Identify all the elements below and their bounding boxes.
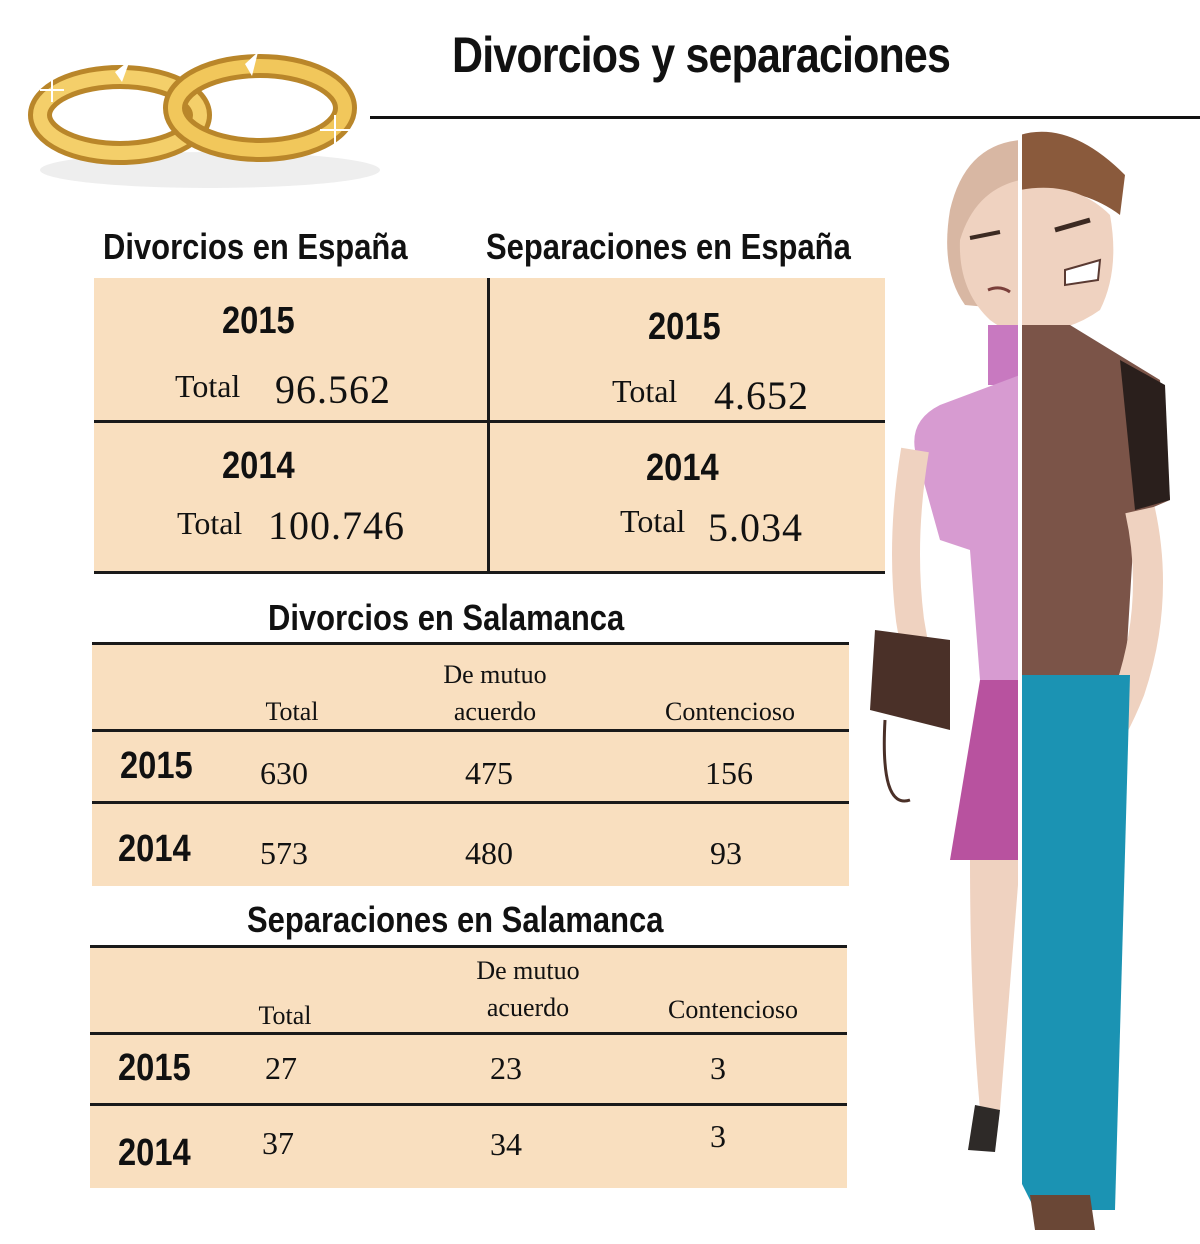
salamanca-divorces-2014-contencioso: 93	[710, 835, 742, 871]
spain-divorces-year-2015: 2015	[222, 300, 295, 342]
salamanca-divorces-header-rule	[92, 729, 849, 732]
couple-illustration	[870, 120, 1170, 1244]
salamanca-divorces-top-rule	[92, 642, 849, 645]
spain-divorces-total-2015: 96.562	[275, 367, 391, 412]
salamanca-separations-2015-contencioso: 3	[710, 1050, 726, 1086]
salamanca-divorces-2014-mutuo: 480	[465, 835, 513, 871]
page-title: Divorcios y separaciones	[452, 27, 951, 83]
broken-rings-icon	[28, 52, 380, 188]
salamanca-divorces-col-contencioso: Contencioso	[665, 697, 795, 726]
salamanca-separations-2015-total: 27	[265, 1050, 297, 1086]
salamanca-divorces-heading: Divorcios en Salamanca	[268, 597, 625, 638]
salamanca-divorces-background	[92, 644, 849, 886]
spain-separations-heading: Separaciones en España	[486, 226, 851, 267]
salamanca-separations-year-2015: 2015	[118, 1047, 191, 1089]
salamanca-separations-row-rule	[90, 1103, 847, 1106]
spain-divorces-heading: Divorcios en España	[103, 226, 408, 267]
salamanca-separations-heading: Separaciones en Salamanca	[247, 899, 664, 940]
spain-divorces-total-label-2014: Total	[177, 505, 243, 541]
salamanca-separations-2014-total: 37	[262, 1125, 294, 1161]
salamanca-separations-2015-mutuo: 23	[490, 1050, 522, 1086]
salamanca-divorces-row-rule	[92, 801, 849, 804]
spain-divorces-year-2014: 2014	[222, 445, 295, 487]
salamanca-divorces-year-2015: 2015	[120, 745, 193, 787]
salamanca-divorces-col-mutuo: De mutuo acuerdo	[443, 660, 547, 726]
spain-separations-total-2014: 5.034	[708, 505, 803, 550]
salamanca-divorces-year-2014: 2014	[118, 828, 191, 870]
salamanca-separations-2014-contencioso: 3	[710, 1118, 726, 1154]
salamanca-divorces-col-total: Total	[265, 697, 319, 726]
salamanca-separations-col-total: Total	[258, 1001, 312, 1030]
salamanca-separations-top-rule	[90, 945, 847, 948]
salamanca-separations-header-rule	[90, 1032, 847, 1035]
spain-separations-year-2015: 2015	[648, 306, 721, 348]
title-rule	[370, 116, 1200, 119]
salamanca-separations-col-contencioso: Contencioso	[668, 995, 798, 1024]
spain-separations-total-2015: 4.652	[714, 373, 809, 418]
spain-divorces-total-2014: 100.746	[268, 503, 405, 548]
spain-separations-total-label-2014: Total	[620, 503, 686, 539]
spain-separations-year-2014: 2014	[646, 447, 719, 489]
spain-divorces-total-label-2015: Total	[175, 368, 241, 404]
salamanca-separations-year-2014: 2014	[118, 1132, 191, 1174]
salamanca-divorces-2015-mutuo: 475	[465, 755, 513, 791]
salamanca-separations-col-mutuo: De mutuo acuerdo	[476, 956, 580, 1022]
salamanca-divorces-2015-total: 630	[260, 755, 308, 791]
spain-separations-total-label-2015: Total	[612, 373, 678, 409]
spain-table-row-rule	[94, 420, 885, 423]
salamanca-separations-2014-mutuo: 34	[490, 1126, 522, 1162]
spain-table-divider	[487, 278, 490, 572]
salamanca-divorces-2014-total: 573	[260, 835, 308, 871]
salamanca-separations-background	[90, 948, 847, 1188]
spain-table-bottom-rule	[94, 571, 885, 574]
salamanca-divorces-2015-contencioso: 156	[705, 755, 753, 791]
